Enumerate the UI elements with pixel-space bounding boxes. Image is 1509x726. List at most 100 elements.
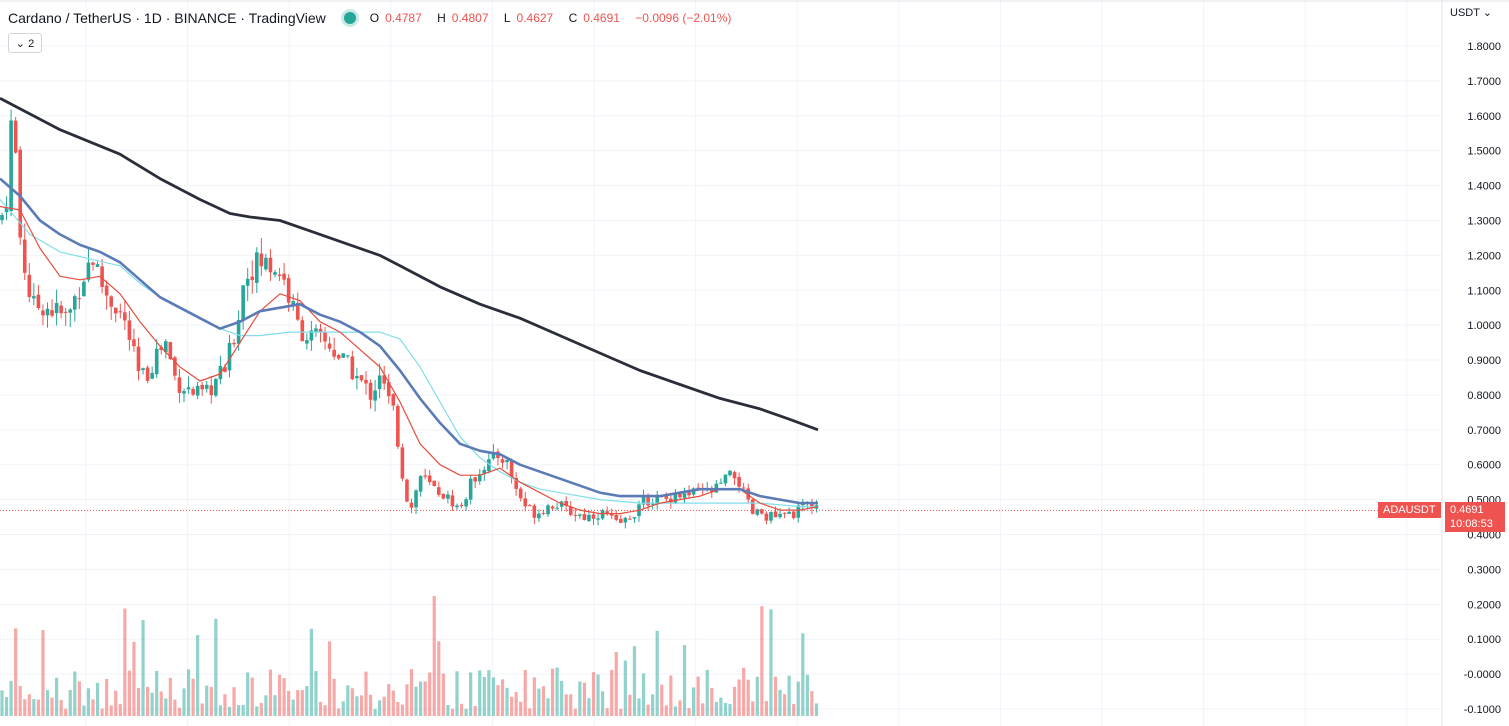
volume-bar — [318, 701, 323, 716]
candle-body — [150, 372, 154, 379]
y-tick-label: 1.0000 — [1467, 320, 1501, 332]
candle-body — [418, 476, 423, 492]
volume-bar — [218, 705, 222, 716]
candle-body — [232, 342, 236, 345]
last-price-symbol-tag: ADAUSDT — [1378, 502, 1441, 519]
volume-bar — [637, 698, 641, 716]
volume-bar — [227, 706, 232, 716]
candle-body — [309, 330, 314, 341]
y-tick-label: -0.1000 — [1464, 704, 1501, 716]
volume-bar — [523, 669, 527, 716]
candle-body — [446, 494, 450, 499]
candle-body — [368, 382, 373, 400]
volume-bar — [232, 687, 236, 716]
volume-bar — [350, 688, 354, 716]
volume-bar — [186, 669, 191, 716]
volume-bar — [632, 646, 637, 716]
volume-bar — [328, 641, 332, 716]
candle-body — [427, 475, 432, 483]
volume-bar — [746, 679, 750, 716]
candle-body — [450, 495, 455, 507]
candle-body — [405, 479, 409, 502]
volume-bar — [664, 705, 668, 716]
volume-bar — [541, 686, 546, 716]
volume-bar — [482, 677, 486, 716]
candle-body — [400, 447, 405, 479]
candle-body — [641, 496, 646, 505]
volume-bar — [250, 677, 254, 716]
volume-bar — [323, 705, 327, 716]
volume-bar — [237, 705, 241, 716]
candle-body — [778, 513, 782, 518]
volume-bar — [214, 618, 218, 716]
candle-body — [236, 319, 241, 344]
candle-body — [773, 511, 778, 518]
volume-bar — [378, 700, 382, 716]
candle-body — [59, 305, 63, 314]
volume-bar — [441, 673, 445, 716]
volume-bar — [136, 687, 141, 716]
volume-bar — [150, 692, 154, 716]
candle-body — [177, 377, 182, 393]
candle-body — [550, 506, 555, 509]
candle-body — [546, 505, 550, 515]
volume-bar — [514, 692, 518, 716]
close-value: 0.4691 — [583, 11, 620, 25]
candle-body — [464, 499, 468, 507]
candle-body — [145, 367, 150, 381]
high-value: 0.4807 — [451, 11, 489, 25]
candle-body — [159, 347, 164, 350]
volume-bar — [810, 691, 814, 716]
candle-body — [669, 498, 673, 503]
candle-body — [68, 309, 73, 313]
candle-body — [359, 375, 364, 381]
volume-bar — [132, 641, 136, 716]
candle-body — [500, 459, 505, 463]
indicators-collapse-button[interactable]: ⌄ 2 — [8, 33, 42, 53]
volume-bar — [778, 689, 782, 716]
volume-bar — [705, 669, 709, 716]
candle-body — [323, 331, 327, 342]
volume-bar — [409, 669, 414, 716]
volume-bar — [692, 687, 696, 716]
volume-bar — [205, 685, 209, 716]
candle-body — [582, 514, 587, 520]
candle-body — [227, 342, 232, 371]
y-tick-label: 1.6000 — [1467, 111, 1501, 123]
volume-bar — [86, 688, 91, 716]
candle-body — [473, 477, 477, 482]
bar-countdown: 10:08:53 — [1450, 518, 1493, 531]
volume-bar — [155, 670, 159, 716]
volume-bar — [464, 708, 468, 716]
y-tick-label: 0.9000 — [1467, 355, 1501, 367]
volume-bar — [400, 704, 404, 716]
candle-body — [614, 514, 619, 520]
candle-body — [573, 514, 578, 516]
volume-bar — [601, 691, 605, 716]
candle-body — [432, 480, 437, 486]
y-tick-label: 0.4000 — [1467, 530, 1501, 542]
y-tick-label: 0.2000 — [1467, 599, 1501, 611]
candle-body — [355, 376, 359, 379]
candle-body — [673, 493, 678, 504]
volume-bar — [496, 685, 500, 716]
candle-body — [250, 276, 255, 280]
candle-body — [587, 514, 591, 522]
candle-body — [255, 252, 259, 283]
currency-select-button[interactable]: USDT ⌄ — [1450, 7, 1493, 19]
volume-bar — [4, 697, 9, 716]
volume-bar — [619, 708, 623, 716]
candle-body — [63, 311, 68, 313]
chart-legend: Cardano / TetherUS · 1D · BINANCE · Trad… — [8, 10, 737, 26]
candle-body — [18, 149, 22, 238]
volume-bar — [282, 678, 286, 716]
candle-body — [0, 214, 4, 221]
volume-bar — [769, 609, 773, 716]
symbol-title: Cardano / TetherUS · 1D · BINANCE · Trad… — [8, 10, 326, 26]
volume-bar — [573, 708, 577, 716]
candle-body — [13, 120, 18, 153]
ma-200-line — [0, 97, 819, 432]
candle-body — [596, 518, 600, 520]
volume-bar — [305, 685, 309, 716]
